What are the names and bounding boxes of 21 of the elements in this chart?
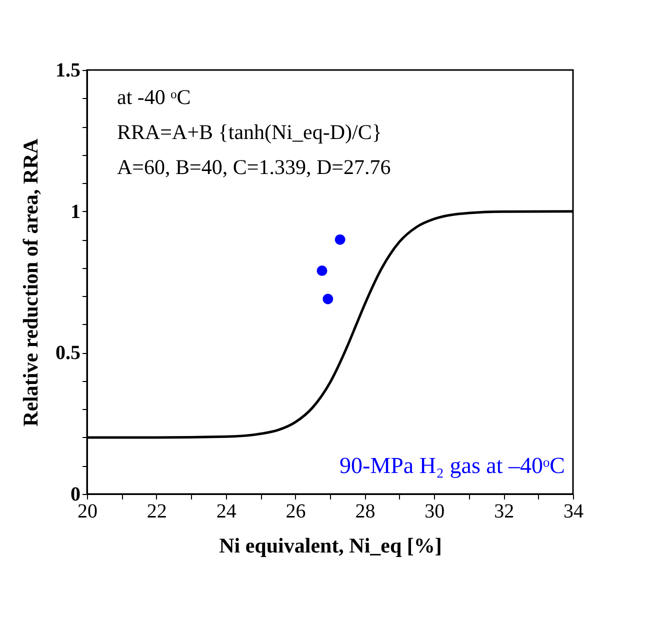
y-tick-label: 1.5	[56, 60, 80, 82]
x-tick-label: 20	[78, 500, 98, 522]
annotation: RRA=A+B {tanh(Ni_eq-D)/C}	[117, 120, 382, 144]
x-tick-label: 24	[216, 500, 236, 522]
annotation: at -40 ᵒC	[117, 85, 191, 109]
annotation: A=60, B=40, C=1.339, D=27.76	[117, 155, 391, 179]
x-tick-label: 26	[286, 500, 306, 522]
x-tick-label: 30	[424, 500, 445, 522]
y-tick-label: 1	[70, 200, 80, 223]
point	[322, 294, 334, 304]
x-tick-label: 34	[564, 500, 584, 522]
x-tick-label: 32	[494, 500, 514, 522]
x-axis-title: Ni equivalent, Ni_eq [%]	[219, 534, 442, 558]
text: 90-MPa H₂ gas at –40ᵒC	[340, 453, 565, 478]
y-tick-label: 0.5	[56, 342, 80, 364]
x-tick-label: 22	[146, 500, 167, 522]
x-tick-label: 28	[355, 500, 376, 522]
point	[334, 234, 346, 245]
point	[316, 265, 328, 276]
y-tick-label: 0	[70, 484, 80, 506]
y-axis-title: Relative reduction of area, RRA	[18, 138, 42, 426]
